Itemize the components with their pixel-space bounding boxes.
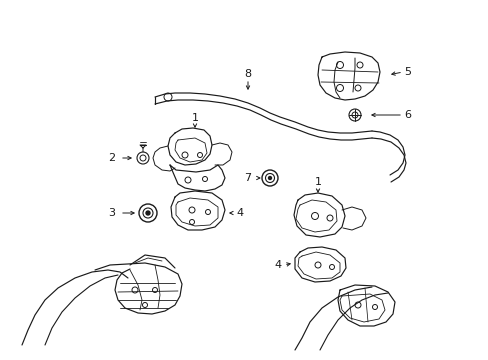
- Text: 3: 3: [108, 208, 115, 218]
- Text: 6: 6: [404, 110, 411, 120]
- Text: 5: 5: [404, 67, 411, 77]
- Text: 1: 1: [314, 177, 321, 187]
- Text: 2: 2: [108, 153, 115, 163]
- Text: 1: 1: [191, 113, 198, 123]
- Text: 4: 4: [274, 260, 281, 270]
- Circle shape: [146, 211, 150, 215]
- Text: 4: 4: [236, 208, 243, 218]
- Circle shape: [268, 176, 271, 180]
- Text: 7: 7: [244, 173, 251, 183]
- Text: 8: 8: [244, 69, 251, 79]
